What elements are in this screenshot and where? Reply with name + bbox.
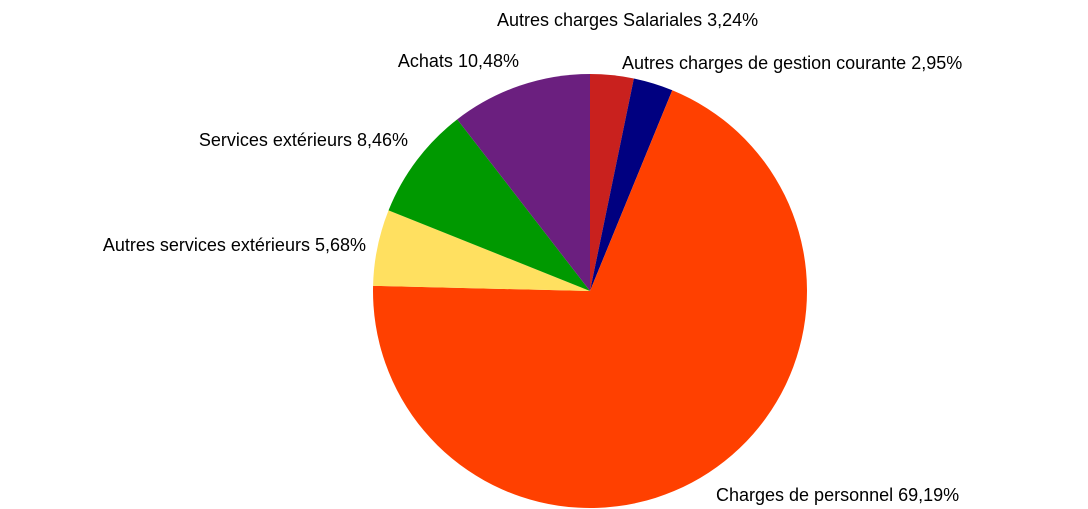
pie-slice: [590, 74, 634, 291]
slice-value: 69,19%: [898, 485, 959, 505]
slice-value: 2,95%: [911, 53, 962, 73]
slice-category: Autres charges de gestion courante: [622, 53, 906, 73]
slice-category: Autres charges Salariales: [497, 10, 702, 30]
slice-label: Autres services extérieurs 5,68%: [103, 235, 366, 255]
slice-label: Autres charges de gestion courante 2,95%: [622, 53, 962, 73]
slice-value: 5,68%: [315, 235, 366, 255]
pie-slice: [373, 210, 590, 291]
slice-category: Services extérieurs: [199, 130, 352, 150]
slice-category: Charges de personnel: [716, 485, 893, 505]
pie-slice: [457, 74, 590, 291]
pie-slice: [388, 119, 590, 292]
slice-category: Achats: [398, 51, 453, 71]
slice-value: 3,24%: [707, 10, 758, 30]
slice-label: Autres charges Salariales 3,24%: [497, 10, 758, 30]
slice-value: 10,48%: [458, 51, 519, 71]
slice-label: Achats 10,48%: [398, 51, 519, 71]
slice-label: Charges de personnel 69,19%: [716, 485, 959, 505]
slice-category: Autres services extérieurs: [103, 235, 310, 255]
pie-slice: [590, 78, 673, 291]
pie-slice: [373, 90, 807, 509]
slice-label: Services extérieurs 8,46%: [199, 130, 408, 150]
slice-value: 8,46%: [357, 130, 408, 150]
